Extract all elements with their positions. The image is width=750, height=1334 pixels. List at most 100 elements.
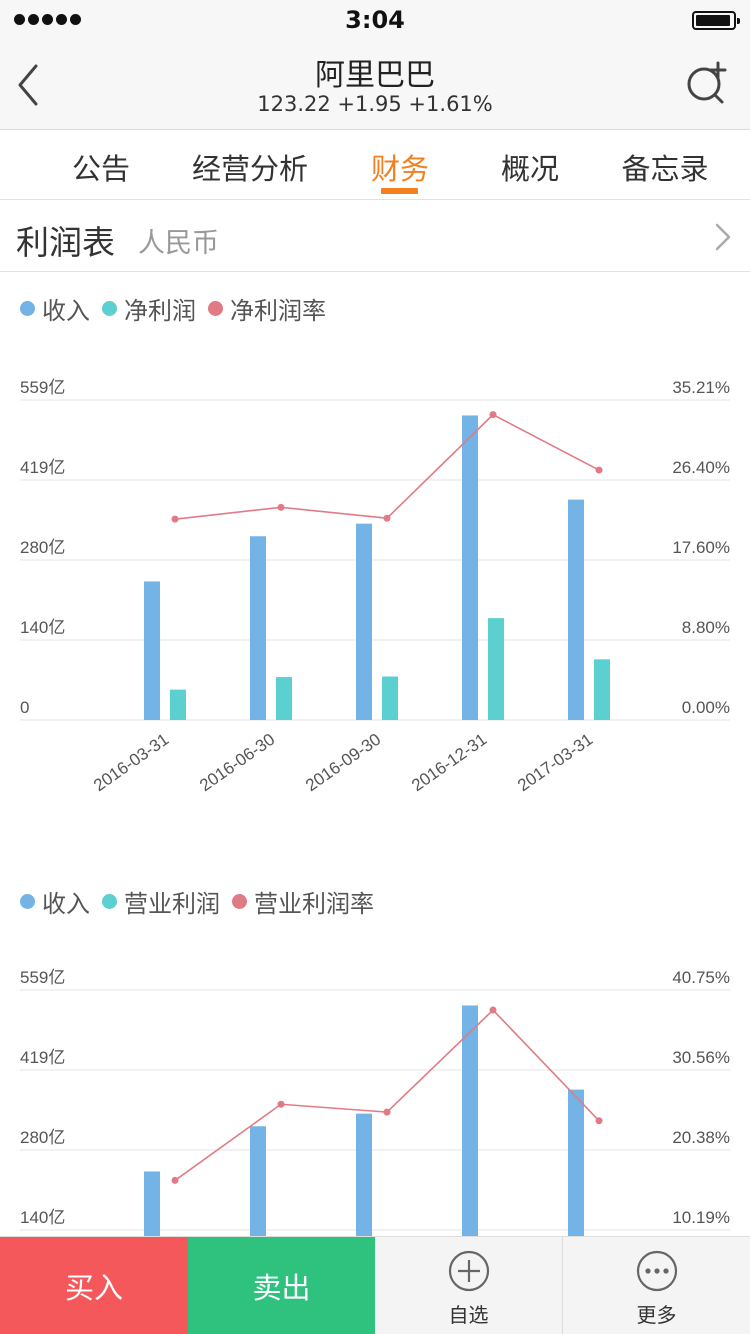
divider xyxy=(562,1237,563,1334)
tab-announcements[interactable]: 公告 xyxy=(71,152,131,186)
legend-item: 净利润 xyxy=(102,291,196,326)
sell-button[interactable]: 卖出 xyxy=(188,1237,375,1334)
back-icon[interactable] xyxy=(12,60,48,110)
rate-point xyxy=(171,1176,179,1184)
watchlist-label: 自选 xyxy=(448,1303,489,1327)
y2-tick-label: 26.40% xyxy=(672,458,730,477)
section-title: 利润表 xyxy=(16,223,115,262)
x-tick-label: 2016-06-30 xyxy=(196,730,278,795)
chart2-legend: 收入 营业利润 营业利润率 xyxy=(20,884,386,919)
chart1-legend: 收入 净利润 净利润率 xyxy=(20,291,338,326)
battery-icon xyxy=(692,11,740,30)
y2-tick-label: 0.00% xyxy=(682,698,730,717)
legend-label: 净利润 xyxy=(124,297,196,325)
tab-bar: 公告 经营分析 财务 概况 备忘录 xyxy=(0,130,750,200)
bar xyxy=(594,659,610,720)
plus-circle-icon xyxy=(448,1250,490,1292)
rate-point xyxy=(489,411,497,419)
search-add-icon[interactable] xyxy=(684,60,732,108)
rate-point xyxy=(277,1100,285,1108)
status-bar: 3:04 xyxy=(0,0,750,40)
income-statement-header[interactable]: 利润表 人民币 xyxy=(0,200,750,272)
operating-profit-chart: 559亿 40.75% 419亿 30.56% 280亿 20.38% 140亿 10.19%… xyxy=(20,968,730,1236)
more-label: 更多 xyxy=(636,1303,677,1327)
buy-button[interactable]: 买入 xyxy=(0,1237,188,1334)
y-tick-label: 140亿 xyxy=(20,618,65,637)
rate-point xyxy=(383,514,391,522)
legend-dot xyxy=(102,894,117,909)
chevron-right-icon xyxy=(715,223,731,251)
y-tick-label: 280亿 xyxy=(20,538,65,557)
more-button[interactable]: 更多 xyxy=(563,1237,750,1334)
rate-line xyxy=(174,1008,600,1182)
tab-financials[interactable]: 财务 xyxy=(370,152,430,186)
y2-tick-label: 40.75% xyxy=(672,968,730,987)
y-tick-label: 559亿 xyxy=(20,378,65,397)
legend-item: 收入 xyxy=(20,884,90,919)
tab-memo[interactable]: 备忘录 xyxy=(621,152,709,186)
active-tab-indicator xyxy=(381,188,418,194)
legend-label: 营业利润率 xyxy=(254,890,374,918)
rate-line xyxy=(174,413,600,520)
x-tick-label: 2016-12-31 xyxy=(408,730,490,795)
bar xyxy=(568,1089,584,1236)
rate-point xyxy=(595,466,603,474)
bar xyxy=(276,677,292,720)
y-tick-label: 559亿 xyxy=(20,968,65,987)
y-tick-label: 280亿 xyxy=(20,1128,65,1147)
bar xyxy=(250,536,266,720)
legend-label: 净利润率 xyxy=(230,297,326,325)
add-watchlist-button[interactable]: 自选 xyxy=(375,1237,562,1334)
y2-tick-label: 35.21% xyxy=(672,378,730,397)
bar xyxy=(356,523,372,720)
stock-name: 阿里巴巴 xyxy=(315,58,435,93)
tab-operations[interactable]: 经营分析 xyxy=(191,152,309,186)
bar xyxy=(250,1126,266,1236)
y-tick-label: 140亿 xyxy=(20,1208,65,1227)
net-profit-chart: 559亿 35.21% 419亿 26.40% 280亿 17.60% 140亿 8.80% 0… xyxy=(20,378,730,795)
y2-tick-label: 8.80% xyxy=(682,618,730,637)
bar xyxy=(144,581,160,720)
legend-label: 营业利润 xyxy=(124,890,220,918)
nav-bar: 阿里巴巴 123.22 +1.95 +1.61% xyxy=(0,40,750,130)
stock-quote: 123.22 +1.95 +1.61% xyxy=(257,92,493,116)
y-tick-label: 419亿 xyxy=(20,1048,65,1067)
y2-tick-label: 20.38% xyxy=(672,1128,730,1147)
y2-tick-label: 17.60% xyxy=(672,538,730,557)
legend-item: 收入 xyxy=(20,291,90,326)
bar xyxy=(382,676,398,720)
status-time: 3:04 xyxy=(345,6,405,34)
rate-point xyxy=(383,1108,391,1116)
legend-item: 净利润率 xyxy=(208,291,326,326)
legend-dot xyxy=(20,894,35,909)
bar xyxy=(488,618,504,720)
legend-dot xyxy=(20,301,35,316)
legend-item: 营业利润率 xyxy=(232,884,374,919)
bar xyxy=(462,1005,478,1236)
y2-tick-label: 30.56% xyxy=(672,1048,730,1067)
bar xyxy=(144,1171,160,1236)
legend-dot xyxy=(102,301,117,316)
tab-overview[interactable]: 概况 xyxy=(500,152,560,186)
legend-label: 收入 xyxy=(42,890,90,918)
legend-dot xyxy=(208,301,223,316)
x-tick-label: 2016-03-31 xyxy=(90,730,172,795)
y-tick-label: 419亿 xyxy=(20,458,65,477)
y2-tick-label: 10.19% xyxy=(672,1208,730,1227)
x-tick-label: 2016-09-30 xyxy=(302,730,384,795)
rate-point xyxy=(277,503,285,511)
rate-point xyxy=(489,1006,497,1014)
legend-item: 营业利润 xyxy=(102,884,220,919)
y-tick-label: 0 xyxy=(20,698,29,717)
bar xyxy=(170,689,186,720)
currency-label: 人民币 xyxy=(138,228,219,259)
legend-label: 收入 xyxy=(42,297,90,325)
bar xyxy=(356,1113,372,1236)
signal-icon xyxy=(14,14,81,25)
x-tick-label: 2017-03-31 xyxy=(514,730,596,795)
rate-point xyxy=(171,515,179,523)
bar xyxy=(462,415,478,720)
bottom-action-bar: 买入 卖出 自选 更多 xyxy=(0,1236,750,1334)
legend-dot xyxy=(232,894,247,909)
